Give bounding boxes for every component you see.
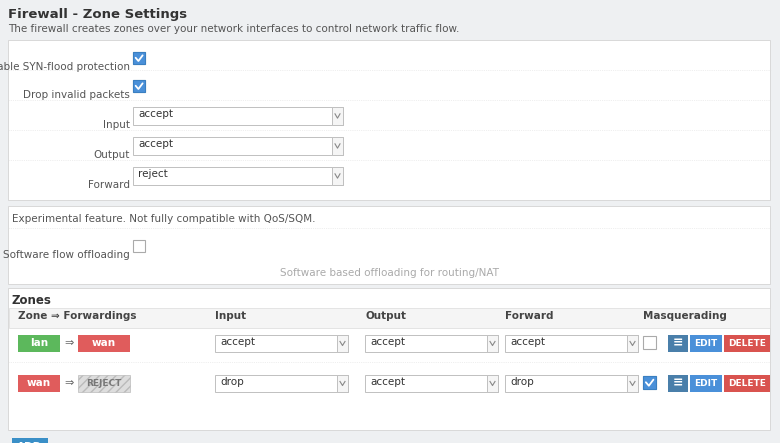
FancyBboxPatch shape — [627, 335, 638, 352]
Text: EDIT: EDIT — [694, 379, 718, 388]
Text: drop: drop — [220, 377, 243, 387]
FancyBboxPatch shape — [690, 375, 722, 392]
Text: wan: wan — [92, 338, 116, 349]
Text: Input: Input — [103, 120, 130, 130]
FancyBboxPatch shape — [133, 80, 145, 92]
FancyBboxPatch shape — [18, 375, 60, 392]
Text: Forward: Forward — [88, 180, 130, 190]
Text: drop: drop — [510, 377, 534, 387]
FancyBboxPatch shape — [505, 375, 638, 392]
FancyBboxPatch shape — [8, 40, 770, 200]
FancyBboxPatch shape — [365, 375, 498, 392]
Text: lan: lan — [30, 338, 48, 349]
FancyBboxPatch shape — [487, 375, 498, 392]
Text: Enable SYN-flood protection: Enable SYN-flood protection — [0, 62, 130, 72]
FancyBboxPatch shape — [332, 137, 343, 155]
Text: accept: accept — [370, 337, 405, 347]
Text: Software based offloading for routing/NAT: Software based offloading for routing/NA… — [281, 268, 499, 278]
Text: ⇒: ⇒ — [64, 378, 73, 388]
Text: The firewall creates zones over your network interfaces to control network traff: The firewall creates zones over your net… — [8, 24, 459, 34]
Text: Zones: Zones — [12, 294, 52, 307]
FancyBboxPatch shape — [215, 335, 348, 352]
Text: Masquerading: Masquerading — [643, 311, 727, 321]
Text: wan: wan — [27, 378, 51, 389]
Text: accept: accept — [138, 139, 173, 149]
Text: Output: Output — [365, 311, 406, 321]
FancyBboxPatch shape — [133, 137, 343, 155]
Text: Output: Output — [94, 150, 130, 160]
FancyBboxPatch shape — [487, 335, 498, 352]
FancyBboxPatch shape — [668, 335, 688, 352]
FancyBboxPatch shape — [332, 107, 343, 125]
FancyBboxPatch shape — [12, 438, 48, 443]
FancyBboxPatch shape — [18, 335, 60, 352]
FancyBboxPatch shape — [337, 375, 348, 392]
FancyBboxPatch shape — [724, 375, 770, 392]
Text: ADD: ADD — [17, 442, 43, 443]
FancyBboxPatch shape — [724, 335, 770, 352]
Text: REJECT: REJECT — [87, 379, 122, 388]
Text: Forward: Forward — [505, 311, 554, 321]
FancyBboxPatch shape — [332, 167, 343, 185]
Text: Software flow offloading: Software flow offloading — [3, 250, 130, 260]
FancyBboxPatch shape — [133, 167, 343, 185]
FancyBboxPatch shape — [690, 335, 722, 352]
FancyBboxPatch shape — [643, 376, 656, 389]
Text: ≡: ≡ — [672, 377, 683, 390]
Text: ≡: ≡ — [672, 337, 683, 350]
FancyBboxPatch shape — [9, 308, 770, 328]
FancyBboxPatch shape — [505, 335, 638, 352]
FancyBboxPatch shape — [78, 375, 130, 392]
Text: DELETE: DELETE — [728, 379, 766, 388]
Text: EDIT: EDIT — [694, 339, 718, 348]
Text: accept: accept — [510, 337, 545, 347]
FancyBboxPatch shape — [133, 52, 145, 64]
FancyBboxPatch shape — [133, 80, 145, 92]
FancyBboxPatch shape — [133, 240, 145, 252]
Text: reject: reject — [138, 169, 168, 179]
Text: accept: accept — [138, 109, 173, 119]
Text: accept: accept — [370, 377, 405, 387]
FancyBboxPatch shape — [643, 336, 656, 349]
Text: Firewall - Zone Settings: Firewall - Zone Settings — [8, 8, 187, 21]
FancyBboxPatch shape — [643, 376, 656, 389]
FancyBboxPatch shape — [133, 52, 145, 64]
Text: Experimental feature. Not fully compatible with QoS/SQM.: Experimental feature. Not fully compatib… — [12, 214, 315, 224]
FancyBboxPatch shape — [215, 375, 348, 392]
FancyBboxPatch shape — [133, 107, 343, 125]
Text: accept: accept — [220, 337, 255, 347]
FancyBboxPatch shape — [337, 335, 348, 352]
Text: ⇒: ⇒ — [64, 338, 73, 348]
Text: DELETE: DELETE — [728, 339, 766, 348]
Text: Zone ⇒ Forwardings: Zone ⇒ Forwardings — [18, 311, 136, 321]
FancyBboxPatch shape — [78, 335, 130, 352]
FancyBboxPatch shape — [627, 375, 638, 392]
FancyBboxPatch shape — [668, 375, 688, 392]
FancyBboxPatch shape — [365, 335, 498, 352]
FancyBboxPatch shape — [8, 288, 770, 430]
Text: Drop invalid packets: Drop invalid packets — [23, 90, 130, 100]
FancyBboxPatch shape — [8, 206, 770, 284]
Text: Input: Input — [215, 311, 246, 321]
